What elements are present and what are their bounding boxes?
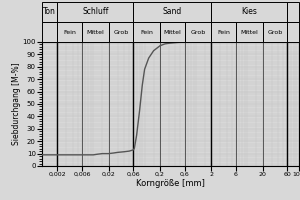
Bar xyxy=(262,22,287,42)
Bar xyxy=(160,22,184,42)
Bar xyxy=(42,2,57,22)
Bar xyxy=(57,22,82,42)
Text: Ton: Ton xyxy=(43,7,56,17)
Bar xyxy=(287,22,298,42)
Text: Sand: Sand xyxy=(163,7,182,17)
Bar xyxy=(211,22,236,42)
Y-axis label: Siebdurchgang [M-%]: Siebdurchgang [M-%] xyxy=(12,63,21,145)
Text: Mittel: Mittel xyxy=(86,29,104,34)
Text: Grob: Grob xyxy=(267,29,283,34)
Text: Kies: Kies xyxy=(241,7,257,17)
Bar xyxy=(133,2,211,22)
Bar xyxy=(133,22,160,42)
Text: Grob: Grob xyxy=(113,29,129,34)
Text: Fein: Fein xyxy=(140,29,153,34)
Bar xyxy=(184,22,211,42)
Text: Mittel: Mittel xyxy=(164,29,181,34)
X-axis label: Korngröße [mm]: Korngröße [mm] xyxy=(136,179,205,188)
Bar xyxy=(57,2,133,22)
Text: Fein: Fein xyxy=(217,29,230,34)
Text: Grob: Grob xyxy=(190,29,206,34)
Bar xyxy=(287,2,298,22)
Text: Mittel: Mittel xyxy=(240,29,258,34)
Bar xyxy=(211,2,287,22)
Bar xyxy=(109,22,133,42)
Bar xyxy=(82,22,109,42)
Text: Schluff: Schluff xyxy=(82,7,109,17)
Bar xyxy=(42,22,57,42)
Bar xyxy=(236,22,262,42)
Text: Fein: Fein xyxy=(63,29,76,34)
